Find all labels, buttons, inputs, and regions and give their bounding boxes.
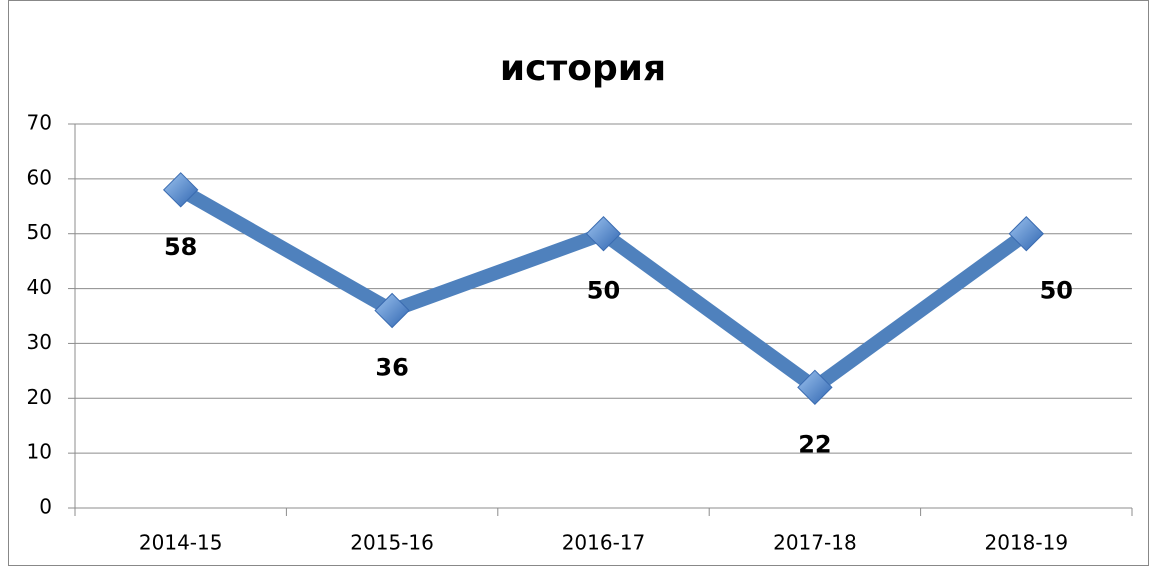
x-tick-label: 2015-16 <box>350 531 434 555</box>
marker <box>1008 216 1045 252</box>
data-label: 58 <box>164 233 197 261</box>
data-label: 50 <box>587 277 620 305</box>
marker <box>374 292 410 329</box>
x-tick-label: 2017-18 <box>773 531 857 555</box>
y-tick-label: 40 <box>27 275 52 299</box>
marker <box>162 172 199 208</box>
marker <box>797 369 833 406</box>
x-tick-label: 2016-17 <box>562 531 646 555</box>
y-tick-label: 70 <box>27 111 52 135</box>
y-tick-label: 0 <box>39 495 52 519</box>
data-label: 22 <box>798 430 831 458</box>
y-tick-label: 50 <box>27 220 52 244</box>
y-tick-label: 30 <box>27 330 52 354</box>
x-tick-label: 2014-15 <box>139 531 223 555</box>
data-label: 50 <box>1040 277 1073 305</box>
chart-title: история <box>500 48 666 89</box>
x-tick-label: 2018-19 <box>985 531 1069 555</box>
y-tick-label: 60 <box>27 165 52 189</box>
y-tick-label: 10 <box>27 440 52 464</box>
marker <box>585 216 622 252</box>
y-tick-label: 20 <box>27 385 52 409</box>
data-label: 36 <box>375 354 408 382</box>
